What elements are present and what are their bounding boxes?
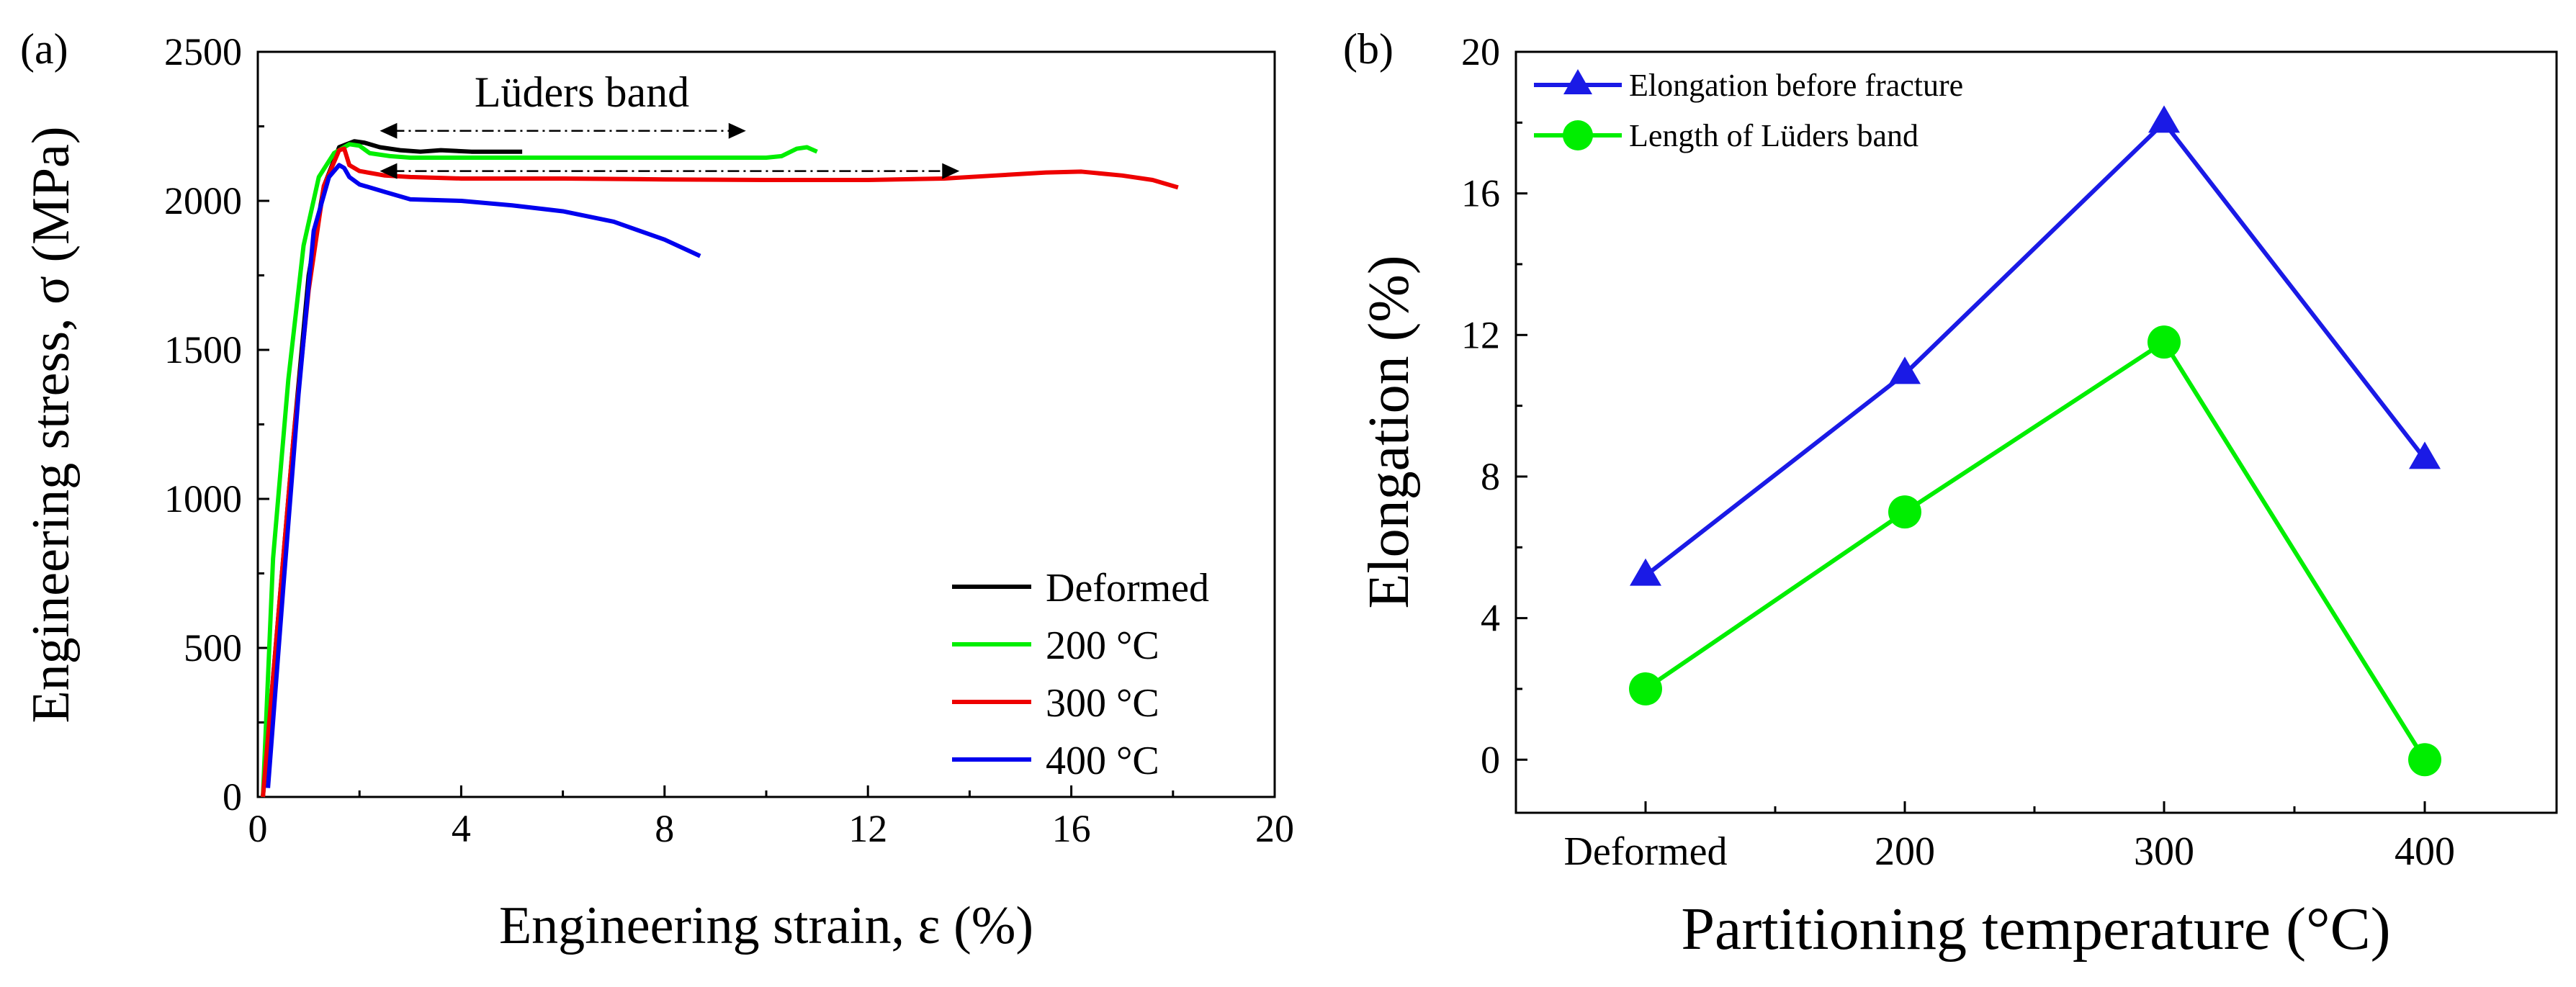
series-line-3 — [266, 163, 701, 788]
luders-band-annotation: Lüders band — [475, 68, 689, 116]
x-tick-label-a: 20 — [1255, 807, 1294, 850]
x-tick-label-b: Deformed — [1563, 829, 1727, 874]
legend-label-a-0: Deformed — [1046, 566, 1209, 610]
x-tick-label-b: 300 — [2134, 829, 2194, 874]
legend-label-a-2: 300 °C — [1046, 681, 1159, 726]
y-tick-label-a: 1000 — [164, 477, 242, 520]
data-marker-b-1-1 — [1888, 495, 1921, 529]
legend-label-a-1: 200 °C — [1046, 623, 1159, 668]
plot-frame-b — [1514, 50, 2558, 814]
panel-b: (b) 0 4 8 12 16 20 Deformed 200 300 400 Elongatio… — [1343, 25, 2558, 963]
plot-frame-a — [256, 50, 1276, 798]
legend-marker-b-1 — [1563, 120, 1593, 150]
panel-label-a: (a) — [20, 25, 68, 73]
luders-arrowhead-right-0 — [728, 122, 746, 139]
x-axis-label-b: Partitioning temperature (°C) — [1681, 896, 2390, 963]
data-marker-b-0-1 — [1889, 356, 1921, 384]
x-tick-label-a: 8 — [655, 807, 674, 850]
y-tick-label-a: 1500 — [164, 328, 242, 371]
data-marker-b-1-3 — [2408, 743, 2441, 777]
y-tick-label-a: 2000 — [164, 179, 242, 222]
data-marker-b-0-3 — [2409, 441, 2441, 469]
legend-a: Deformed 200 °C 300 °C 400 °C — [952, 566, 1209, 783]
series-line-2 — [261, 146, 1179, 798]
y-tick-label-b: 12 — [1461, 313, 1500, 356]
y-tick-label-b: 8 — [1481, 455, 1500, 498]
x-tick-label-a: 12 — [848, 807, 887, 850]
legend-label-a-3: 400 °C — [1046, 739, 1159, 783]
legend-label-b-0: Elongation before fracture — [1629, 68, 1963, 103]
series-line-b-0 — [1644, 119, 2427, 577]
data-marker-b-1-0 — [1629, 672, 1662, 706]
y-axis-label-b: Elongation (%) — [1357, 256, 1421, 609]
x-tick-label-a: 0 — [248, 807, 268, 850]
panel-label-b: (b) — [1343, 25, 1394, 73]
series-line-b-1 — [1644, 338, 2427, 761]
x-tick-label-a: 16 — [1052, 807, 1091, 850]
data-marker-b-1-2 — [2148, 325, 2181, 359]
luders-arrowhead-left-1 — [380, 163, 398, 179]
legend-b: Elongation before fracture Length of Lüde… — [1534, 68, 1963, 153]
data-marker-b-0-0 — [1630, 558, 1661, 586]
y-tick-label-b: 16 — [1461, 172, 1500, 215]
y-tick-label-b: 20 — [1461, 30, 1500, 73]
y-tick-label-b: 4 — [1481, 597, 1500, 640]
x-tick-label-b: 400 — [2395, 829, 2455, 874]
y-tick-label-b: 0 — [1481, 738, 1500, 781]
y-tick-label-a: 500 — [184, 626, 242, 670]
legend-marker-b-0 — [1563, 69, 1592, 94]
x-tick-label-b: 200 — [1875, 829, 1935, 874]
luders-arrowhead-left-0 — [380, 122, 398, 139]
y-axis-label-a: Engineering stress, σ (MPa) — [22, 126, 81, 723]
x-axis-label-a: Engineering strain, ε (%) — [499, 896, 1033, 955]
luders-arrowhead-right-1 — [942, 163, 960, 179]
series-line-0 — [261, 139, 523, 798]
series-line-1 — [261, 142, 818, 798]
y-tick-label-a: 2500 — [164, 30, 242, 73]
y-tick-label-a: 0 — [223, 775, 242, 819]
legend-label-b-1: Length of Lüders band — [1629, 118, 1918, 153]
data-marker-b-0-2 — [2148, 105, 2180, 133]
x-tick-label-a: 4 — [452, 807, 471, 850]
panel-a: (a) 0 4 8 12 16 20 0 500 1000 1500 2000 2500 Lüders… — [20, 25, 1294, 955]
